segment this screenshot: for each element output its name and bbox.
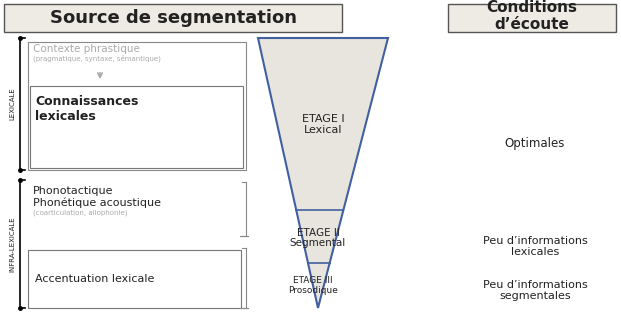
- Text: Phonétique acoustique: Phonétique acoustique: [33, 198, 161, 209]
- Text: ETAGE III: ETAGE III: [293, 276, 333, 285]
- Text: Prosodique: Prosodique: [288, 286, 338, 295]
- Text: Conditions
d’écoute: Conditions d’écoute: [486, 0, 578, 32]
- FancyBboxPatch shape: [448, 4, 616, 32]
- FancyBboxPatch shape: [28, 42, 246, 170]
- Text: ETAGE I: ETAGE I: [302, 114, 344, 124]
- Text: Optimales: Optimales: [505, 138, 565, 150]
- Text: Peu d’informations
segmentales: Peu d’informations segmentales: [483, 280, 587, 301]
- Text: Segmental: Segmental: [290, 237, 346, 247]
- Text: LEXICALE: LEXICALE: [9, 88, 15, 120]
- Text: (pragmatique, syntaxe, sémantique): (pragmatique, syntaxe, sémantique): [33, 55, 161, 62]
- Text: Source de segmentation: Source de segmentation: [50, 9, 296, 27]
- Text: Phonotactique: Phonotactique: [33, 186, 114, 196]
- FancyBboxPatch shape: [30, 86, 243, 168]
- Text: Contexte phrastique: Contexte phrastique: [33, 44, 140, 54]
- Text: (coarticulation, allophonie): (coarticulation, allophonie): [33, 210, 127, 217]
- Text: Accentuation lexicale: Accentuation lexicale: [35, 274, 155, 284]
- FancyBboxPatch shape: [4, 4, 342, 32]
- Text: Peu d’informations
lexicales: Peu d’informations lexicales: [483, 236, 587, 257]
- Polygon shape: [258, 38, 388, 308]
- Text: ETAGE II: ETAGE II: [297, 228, 340, 237]
- Text: Lexical: Lexical: [304, 125, 342, 135]
- Text: INFRA-LEXICALE: INFRA-LEXICALE: [9, 216, 15, 272]
- Text: Connaissances
lexicales: Connaissances lexicales: [35, 95, 138, 123]
- FancyBboxPatch shape: [28, 250, 241, 308]
